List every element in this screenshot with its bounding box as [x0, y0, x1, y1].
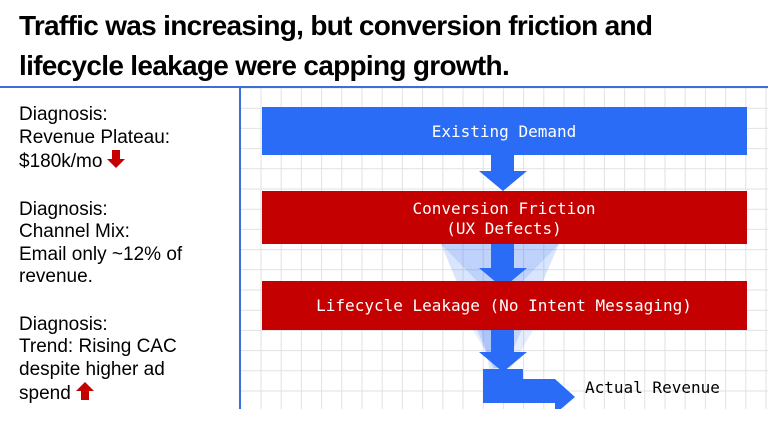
diagnosis-line: despite higher ad: [19, 358, 165, 380]
diagnosis-line: Trend: Rising CAC: [19, 336, 177, 357]
stage-label: (UX Defects): [446, 219, 562, 238]
output-arrow-icon: [483, 369, 575, 409]
flow-arrow-icon: [479, 244, 527, 288]
diagnosis-line: Email only ~12% of: [19, 243, 183, 265]
flow-arrow-icon: [479, 330, 527, 372]
diagnosis-panel: Diagnosis: Revenue Plateau: $180k/mo Dia…: [19, 104, 234, 431]
diagnosis-trend: Diagnosis: Trend: Rising CAC despite hig…: [19, 314, 234, 406]
diagnosis-heading: Diagnosis:: [19, 104, 108, 125]
funnel-diagram: Existing Demand Conversion Friction (UX …: [241, 88, 768, 409]
diagnosis-line: Channel Mix:: [19, 221, 130, 242]
flow-arrow-icon: [479, 155, 527, 191]
diagnosis-channel-mix: Diagnosis: Channel Mix: Email only ~12% …: [19, 199, 234, 289]
stage-lifecycle-leakage: [262, 281, 747, 330]
arrow-down-icon: [107, 150, 126, 168]
panel-divider: [239, 87, 241, 409]
output-label: Actual Revenue: [585, 378, 720, 397]
stage-label: Lifecycle Leakage (No Intent Messaging): [316, 296, 692, 315]
header-divider: [0, 86, 768, 88]
stage-conversion-friction: [262, 191, 747, 244]
slide-title: Traffic was increasing, but conversion f…: [19, 10, 653, 81]
diagnosis-line: $180k/mo: [19, 151, 103, 172]
diagnosis-line: Revenue Plateau:: [19, 126, 171, 148]
arrow-up-icon: [75, 382, 94, 400]
stage-existing-demand: [262, 107, 747, 155]
stage-label: Existing Demand: [432, 122, 577, 141]
stage-label: Conversion Friction: [412, 199, 595, 218]
diagnosis-line: revenue.: [19, 266, 93, 287]
diagnosis-line: spend: [19, 383, 71, 404]
diagnosis-revenue: Diagnosis: Revenue Plateau: $180k/mo: [19, 104, 234, 174]
diagnosis-heading: Diagnosis:: [19, 313, 108, 335]
diagnosis-heading: Diagnosis:: [19, 198, 108, 220]
